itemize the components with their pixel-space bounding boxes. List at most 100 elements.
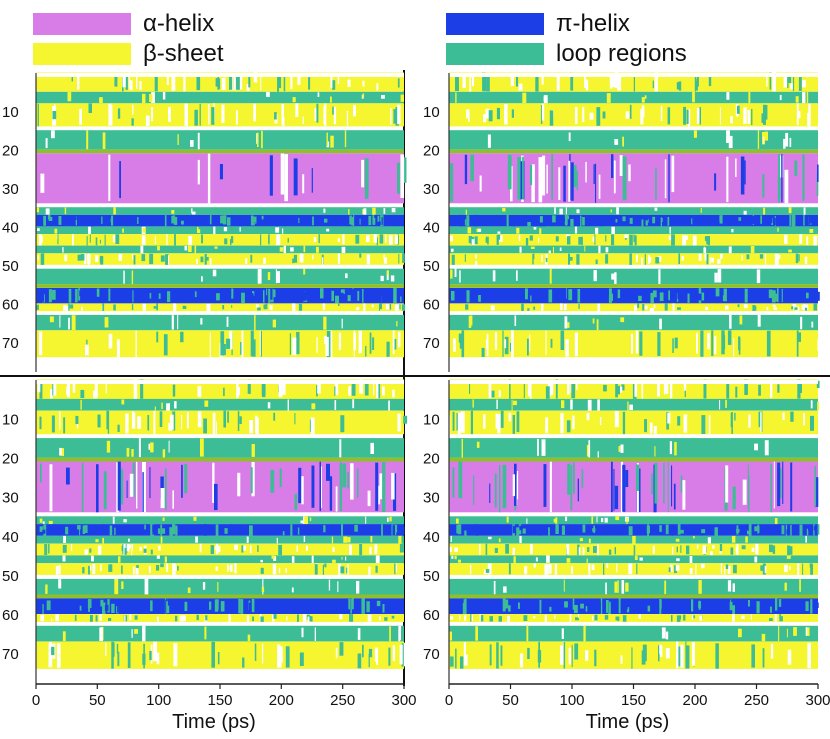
band-noise-mark — [746, 254, 750, 260]
band-noise-mark — [544, 615, 547, 622]
band-noise-mark — [50, 389, 53, 399]
band-noise-mark — [525, 288, 528, 300]
band-noise-mark — [159, 411, 163, 427]
band-noise-mark — [68, 303, 70, 311]
band-noise-mark — [592, 236, 596, 242]
band-noise-mark — [157, 245, 160, 251]
band-noise-mark — [197, 229, 201, 234]
band-noise-mark — [763, 136, 765, 144]
band-noise-mark — [274, 293, 279, 301]
band-noise-mark — [361, 598, 365, 614]
band-noise-mark — [570, 399, 573, 410]
band-noise-mark — [80, 599, 84, 613]
band-noise-mark — [111, 603, 115, 613]
band-noise-mark — [769, 618, 773, 621]
band-noise-mark — [671, 234, 675, 246]
band-loop — [36, 438, 404, 458]
band-noise-mark — [474, 214, 478, 227]
band-noise-mark — [475, 524, 478, 536]
band-noise-mark — [806, 627, 810, 636]
y-tick-label: 60 — [2, 296, 19, 313]
band-noise-mark — [744, 160, 746, 185]
band-noise-mark — [773, 307, 777, 310]
band-noise-mark — [51, 289, 56, 300]
band-noise-mark — [346, 215, 349, 227]
band-noise-mark — [808, 525, 809, 531]
band-noise-mark — [148, 566, 151, 573]
band-noise-mark — [738, 217, 742, 221]
band-noise-mark — [754, 526, 759, 532]
band-noise-mark — [533, 616, 536, 619]
band-noise-mark — [509, 379, 511, 399]
band-noise-mark — [182, 527, 184, 535]
band-noise-mark — [52, 111, 57, 120]
band-noise-mark — [691, 218, 693, 225]
band-noise-mark — [516, 227, 520, 234]
band-noise-mark — [287, 399, 289, 411]
band-noise-mark — [568, 253, 570, 265]
band-noise-mark — [617, 617, 619, 622]
band-noise-mark — [585, 161, 587, 183]
band-noise-mark — [48, 289, 52, 303]
band-noise-mark — [566, 558, 571, 563]
band-noise-mark — [574, 332, 578, 357]
band-noise-mark — [234, 544, 238, 550]
band-noise-mark — [551, 153, 553, 200]
y-tick-label: 20 — [423, 143, 440, 160]
band-noise-mark — [786, 529, 788, 535]
band-noise-mark — [593, 164, 595, 184]
band-noise-mark — [571, 644, 573, 668]
band-noise-mark — [498, 616, 502, 622]
band-noise-mark — [63, 215, 66, 223]
band-noise-mark — [681, 217, 685, 226]
band-loop — [36, 398, 404, 411]
band-noise-mark — [171, 291, 173, 302]
band-noise-mark — [209, 601, 212, 610]
band-noise-mark — [90, 600, 94, 614]
band-noise-mark — [200, 256, 204, 263]
band-noise-mark — [317, 381, 321, 394]
band-noise-mark — [609, 293, 613, 301]
band-noise-mark — [273, 556, 277, 561]
band-noise-mark — [402, 526, 405, 535]
band-noise-mark — [160, 488, 165, 509]
band-noise-mark — [301, 627, 304, 638]
band-noise-mark — [232, 218, 235, 225]
band-noise-mark — [460, 412, 464, 431]
band-noise-mark — [748, 600, 750, 607]
band-noise-mark — [281, 104, 284, 126]
band-noise-mark — [597, 303, 601, 311]
band-noise-mark — [489, 483, 491, 503]
band-noise-mark — [182, 305, 187, 309]
band-noise-mark — [77, 254, 82, 261]
band-noise-mark — [655, 257, 660, 264]
band-noise-mark — [574, 107, 578, 124]
band-noise-mark — [172, 384, 176, 397]
band-noise-mark — [234, 76, 238, 91]
band-noise-mark — [375, 565, 378, 573]
band-noise-mark — [599, 218, 602, 227]
band-noise-mark — [117, 651, 120, 667]
band-noise-mark — [227, 217, 231, 226]
band-noise-mark — [592, 318, 595, 324]
band-noise-mark — [342, 234, 345, 245]
band-noise-mark — [383, 208, 386, 214]
band-noise-mark — [347, 537, 351, 543]
band-noise-mark — [454, 547, 458, 552]
band-noise-mark — [563, 579, 565, 592]
band-noise-mark — [566, 288, 568, 299]
y-tick-label: 20 — [423, 451, 440, 468]
band-noise-mark — [84, 601, 86, 607]
band-noise-mark — [725, 564, 729, 569]
band-noise-mark — [817, 524, 820, 535]
band-noise-mark — [122, 228, 124, 233]
band-noise-mark — [598, 602, 601, 613]
band-noise-mark — [224, 601, 228, 614]
band-noise-mark — [301, 476, 304, 505]
band-noise-mark — [459, 615, 461, 621]
band-noise-mark — [705, 306, 709, 310]
band-noise-mark — [739, 315, 743, 325]
band-noise-mark — [658, 645, 660, 662]
band-noise-mark — [129, 614, 132, 621]
band-noise-mark — [730, 116, 733, 124]
